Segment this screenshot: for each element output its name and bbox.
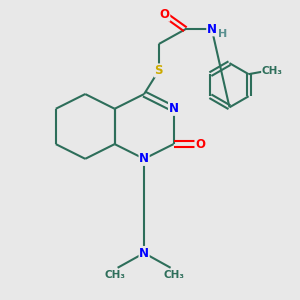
- Text: N: N: [139, 247, 149, 260]
- Text: S: S: [154, 64, 163, 77]
- Text: CH₃: CH₃: [104, 270, 125, 280]
- Text: N: N: [139, 152, 149, 165]
- Text: H: H: [218, 29, 227, 39]
- Text: CH₃: CH₃: [163, 270, 184, 280]
- Text: O: O: [195, 138, 205, 151]
- Text: N: N: [169, 102, 178, 115]
- Text: N: N: [207, 23, 217, 36]
- Text: CH₃: CH₃: [262, 66, 283, 76]
- Text: O: O: [160, 8, 170, 21]
